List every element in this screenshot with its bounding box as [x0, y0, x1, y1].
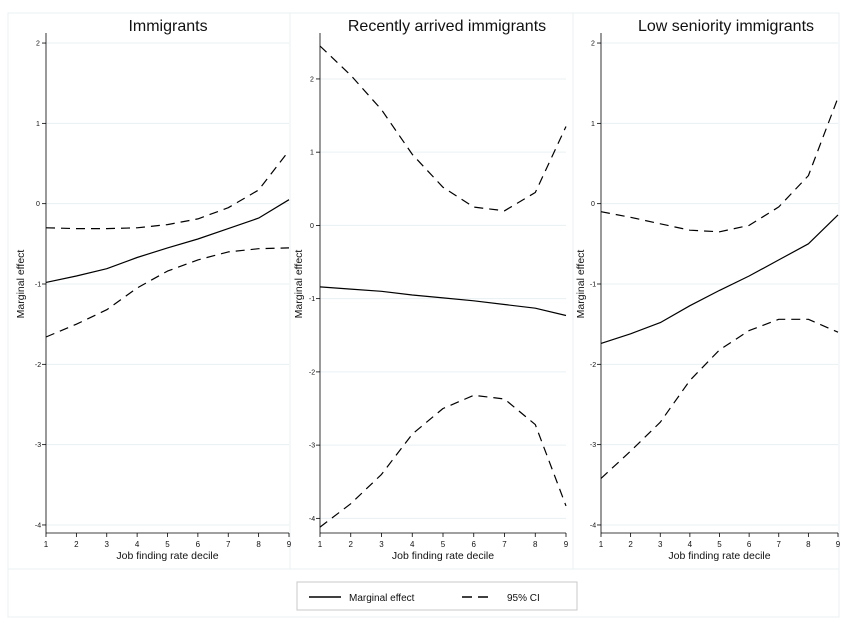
x-tick-label: 8 [533, 540, 538, 549]
x-axis-label: Job finding rate decile [392, 550, 494, 562]
x-tick-label: 1 [599, 540, 604, 549]
y-tick-label: -3 [35, 442, 41, 449]
y-tick-label: 2 [36, 41, 40, 48]
y-axis-label: Marginal effect [575, 250, 587, 319]
ci-upper-line [45, 150, 290, 230]
x-tick-label: 9 [836, 540, 841, 549]
y-tick-label: -2 [590, 362, 596, 369]
x-tick-label: 6 [196, 540, 201, 549]
panel-2-title: Recently arrived immigrants [348, 18, 546, 35]
x-tick-label: 9 [564, 540, 569, 549]
ci-lower-line [45, 247, 290, 338]
x-tick-label: 7 [777, 540, 782, 549]
x-tick-label: 7 [226, 540, 231, 549]
panel-3-title: Low seniority immigrants [638, 18, 814, 35]
panel-1-background [7, 12, 291, 570]
legend-label-marginal-effect: Marginal effect [349, 593, 415, 604]
y-tick-label: -1 [590, 282, 596, 289]
y-tick-label: -1 [309, 296, 315, 303]
x-tick-label: 9 [287, 540, 292, 549]
x-tick-label: 1 [44, 540, 49, 549]
x-axis-label: Job finding rate decile [668, 550, 770, 562]
x-tick-label: 5 [165, 540, 170, 549]
y-tick-label: 0 [310, 223, 314, 230]
panel-1-title: Immigrants [128, 18, 207, 35]
y-tick-label: -4 [590, 522, 596, 529]
x-tick-label: 4 [688, 540, 693, 549]
ci-lower-line [600, 318, 839, 479]
panel-3-background [572, 12, 840, 570]
y-axis-label: Marginal effect [15, 250, 27, 319]
ci-upper-line [319, 45, 567, 212]
y-tick-label: 1 [36, 121, 40, 128]
x-tick-label: 2 [349, 540, 354, 549]
ci-lower-line [319, 394, 567, 528]
x-tick-label: 5 [441, 540, 446, 549]
x-tick-label: 7 [502, 540, 507, 549]
x-axis-label: Job finding rate decile [116, 550, 218, 562]
y-tick-label: -4 [35, 522, 41, 529]
x-tick-label: 3 [379, 540, 384, 549]
y-tick-label: -2 [35, 362, 41, 369]
y-tick-label: 2 [310, 76, 314, 83]
y-tick-label: -3 [590, 442, 596, 449]
panels: Immigrants -4 -3 -2 -1 0 1 2 1 2 3 4 5 6 7 8 9 Job findin… [15, 18, 841, 562]
x-tick-label: 4 [410, 540, 415, 549]
x-tick-label: 4 [135, 540, 140, 549]
x-tick-label: 6 [747, 540, 752, 549]
x-tick-label: 1 [318, 540, 323, 549]
y-tick-label: 0 [36, 201, 40, 208]
panel-3: Low seniority immigrants -4 -3 -2 -1 0 1 2 1 2 3 4 5… [575, 18, 841, 562]
y-tick-label: 0 [591, 201, 595, 208]
marginal-effect-line [600, 214, 839, 344]
legend-label-ci: 95% CI [507, 593, 540, 604]
y-tick-label: -4 [309, 516, 315, 523]
y-tick-label: 1 [310, 150, 314, 157]
panel-2: Recently arrived immigrants -4 -3 -2 -1 0 1 2 1 2… [293, 18, 569, 562]
y-tick-label: 2 [591, 41, 595, 48]
panel-2-background [289, 12, 574, 570]
y-tick-label: -3 [309, 443, 315, 450]
legend: Marginal effect 95% CI [296, 581, 578, 611]
ci-upper-line [600, 97, 839, 233]
x-tick-label: 8 [256, 540, 261, 549]
x-tick-label: 6 [472, 540, 477, 549]
y-tick-label: 1 [591, 121, 595, 128]
x-tick-label: 8 [806, 540, 811, 549]
x-tick-label: 3 [105, 540, 110, 549]
marginal-effect-line [319, 286, 567, 317]
panel-1: Immigrants -4 -3 -2 -1 0 1 2 1 2 3 4 5 6 7 8 9 Job findin… [15, 18, 292, 562]
y-tick-label: -1 [35, 282, 41, 289]
x-tick-label: 2 [628, 540, 633, 549]
x-tick-label: 5 [717, 540, 722, 549]
y-axis-label: Marginal effect [293, 250, 305, 319]
y-tick-label: -2 [309, 369, 315, 376]
marginal-effect-line [45, 199, 290, 283]
x-tick-label: 2 [74, 540, 79, 549]
legend-box [296, 581, 578, 611]
x-tick-label: 3 [658, 540, 663, 549]
